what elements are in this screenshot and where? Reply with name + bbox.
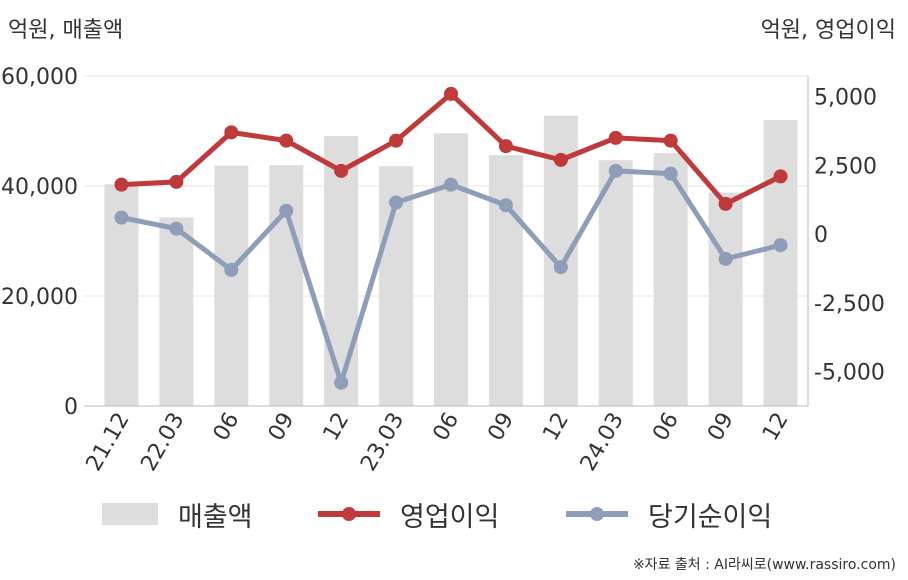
x-tick-label: 09 xyxy=(483,409,519,446)
net-income-point xyxy=(279,203,294,218)
source-note: ※자료 출처 : AI라씨로(www.rassiro.com) xyxy=(632,557,896,573)
revenue-bar xyxy=(763,120,798,406)
operating-profit-point xyxy=(114,177,129,192)
left-tick-label: 20,000 xyxy=(1,285,78,310)
chart: 0 20,000 40,000 60,000 -5,000 -2,500 0 2,500 5,… xyxy=(1,65,885,476)
right-axis-ticks: -5,000 -2,500 0 2,500 5,000 xyxy=(814,86,885,386)
x-tick-label: 12 xyxy=(538,409,574,446)
legend-label-revenue: 매출액 xyxy=(178,501,253,533)
net-income-point xyxy=(224,262,239,277)
revenue-bar xyxy=(214,165,249,406)
x-tick-label: 06 xyxy=(429,409,465,446)
x-tick-label: 24.03 xyxy=(576,409,629,476)
right-tick-label: 0 xyxy=(814,223,828,248)
net-income-point xyxy=(444,177,458,192)
legend-swatch-revenue xyxy=(102,503,158,525)
x-tick-label: 21.12 xyxy=(82,409,135,476)
operating-profit-point xyxy=(663,133,678,148)
revenue-bar xyxy=(488,155,523,406)
left-tick-label: 60,000 xyxy=(1,65,78,90)
right-tick-label: -2,500 xyxy=(814,292,885,317)
revenue-bar xyxy=(598,160,633,406)
right-tick-label: 5,000 xyxy=(814,86,877,111)
right-tick-label: -5,000 xyxy=(814,361,885,386)
legend-item-net-income: 당기순이익 xyxy=(566,494,772,534)
x-axis-ticks: 21.12 22.03 06 09 12 23.03 06 09 12 24.03 06 09 12 xyxy=(82,409,794,476)
legend-swatch-net-income xyxy=(566,503,628,525)
left-tick-label: 0 xyxy=(64,395,78,420)
revenue-bar xyxy=(159,217,194,406)
net-income-point xyxy=(498,198,513,213)
net-income-point xyxy=(553,260,568,275)
legend-item-operating-profit: 영업이익 xyxy=(318,494,499,534)
net-income-point xyxy=(718,251,733,266)
operating-profit-point xyxy=(498,139,513,154)
net-income-point xyxy=(114,210,129,225)
revenue-bar xyxy=(324,135,359,406)
operating-profit-point xyxy=(389,133,404,148)
left-tick-label: 40,000 xyxy=(1,175,78,200)
legend-swatch-operating-profit xyxy=(318,503,380,525)
revenue-bar xyxy=(434,133,468,406)
operating-profit-point xyxy=(718,196,733,211)
legend-label-net-income: 당기순이익 xyxy=(648,501,773,533)
net-income-point xyxy=(169,221,184,236)
x-tick-label: 12 xyxy=(758,409,794,446)
operating-profit-point xyxy=(334,163,349,178)
x-tick-label: 09 xyxy=(703,409,739,446)
right-tick-label: 2,500 xyxy=(814,154,877,179)
operating-profit-point xyxy=(224,125,239,140)
revenue-bars xyxy=(104,115,798,406)
operating-profit-point xyxy=(279,133,294,148)
net-income-point xyxy=(773,238,788,253)
x-tick-label: 06 xyxy=(209,409,245,446)
operating-profit-point xyxy=(553,152,568,167)
net-income-point xyxy=(608,163,623,178)
operating-profit-point xyxy=(773,169,788,184)
legend-label-operating-profit: 영업이익 xyxy=(400,501,500,533)
revenue-bar xyxy=(269,165,304,406)
axis-lines xyxy=(84,76,809,407)
net-income-point xyxy=(663,166,678,181)
right-axis-unit: 억원, 영업이익 xyxy=(760,18,896,43)
x-tick-label: 12 xyxy=(319,409,355,446)
x-tick-label: 23.03 xyxy=(356,409,409,476)
x-tick-label: 22.03 xyxy=(136,409,189,476)
operating-profit-point xyxy=(608,130,623,145)
revenue-bar xyxy=(708,192,743,406)
profit-lines xyxy=(114,86,788,390)
legend-item-revenue: 매출액 xyxy=(102,494,253,534)
net-income-point xyxy=(334,375,349,390)
net-income-point xyxy=(389,195,404,210)
left-axis-ticks: 0 20,000 40,000 60,000 xyxy=(1,65,78,420)
left-axis-unit: 억원, 매출액 xyxy=(8,18,124,43)
operating-profit-point xyxy=(169,174,184,189)
operating-profit-point xyxy=(444,86,458,101)
x-tick-label: 06 xyxy=(648,409,684,446)
legend: 매출액 영업이익 당기순이익 xyxy=(0,494,908,534)
x-tick-label: 09 xyxy=(264,409,300,446)
